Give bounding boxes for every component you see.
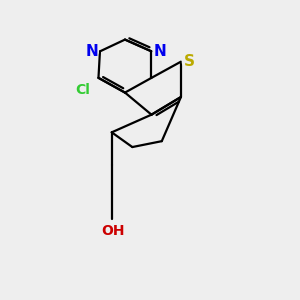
Circle shape bbox=[182, 54, 197, 69]
Text: OH: OH bbox=[101, 224, 125, 238]
Text: N: N bbox=[85, 44, 98, 59]
Circle shape bbox=[105, 223, 122, 239]
Circle shape bbox=[74, 81, 91, 98]
Circle shape bbox=[85, 45, 98, 58]
Text: Cl: Cl bbox=[75, 82, 90, 97]
Text: S: S bbox=[184, 54, 195, 69]
Circle shape bbox=[153, 45, 166, 58]
Text: N: N bbox=[153, 44, 166, 59]
